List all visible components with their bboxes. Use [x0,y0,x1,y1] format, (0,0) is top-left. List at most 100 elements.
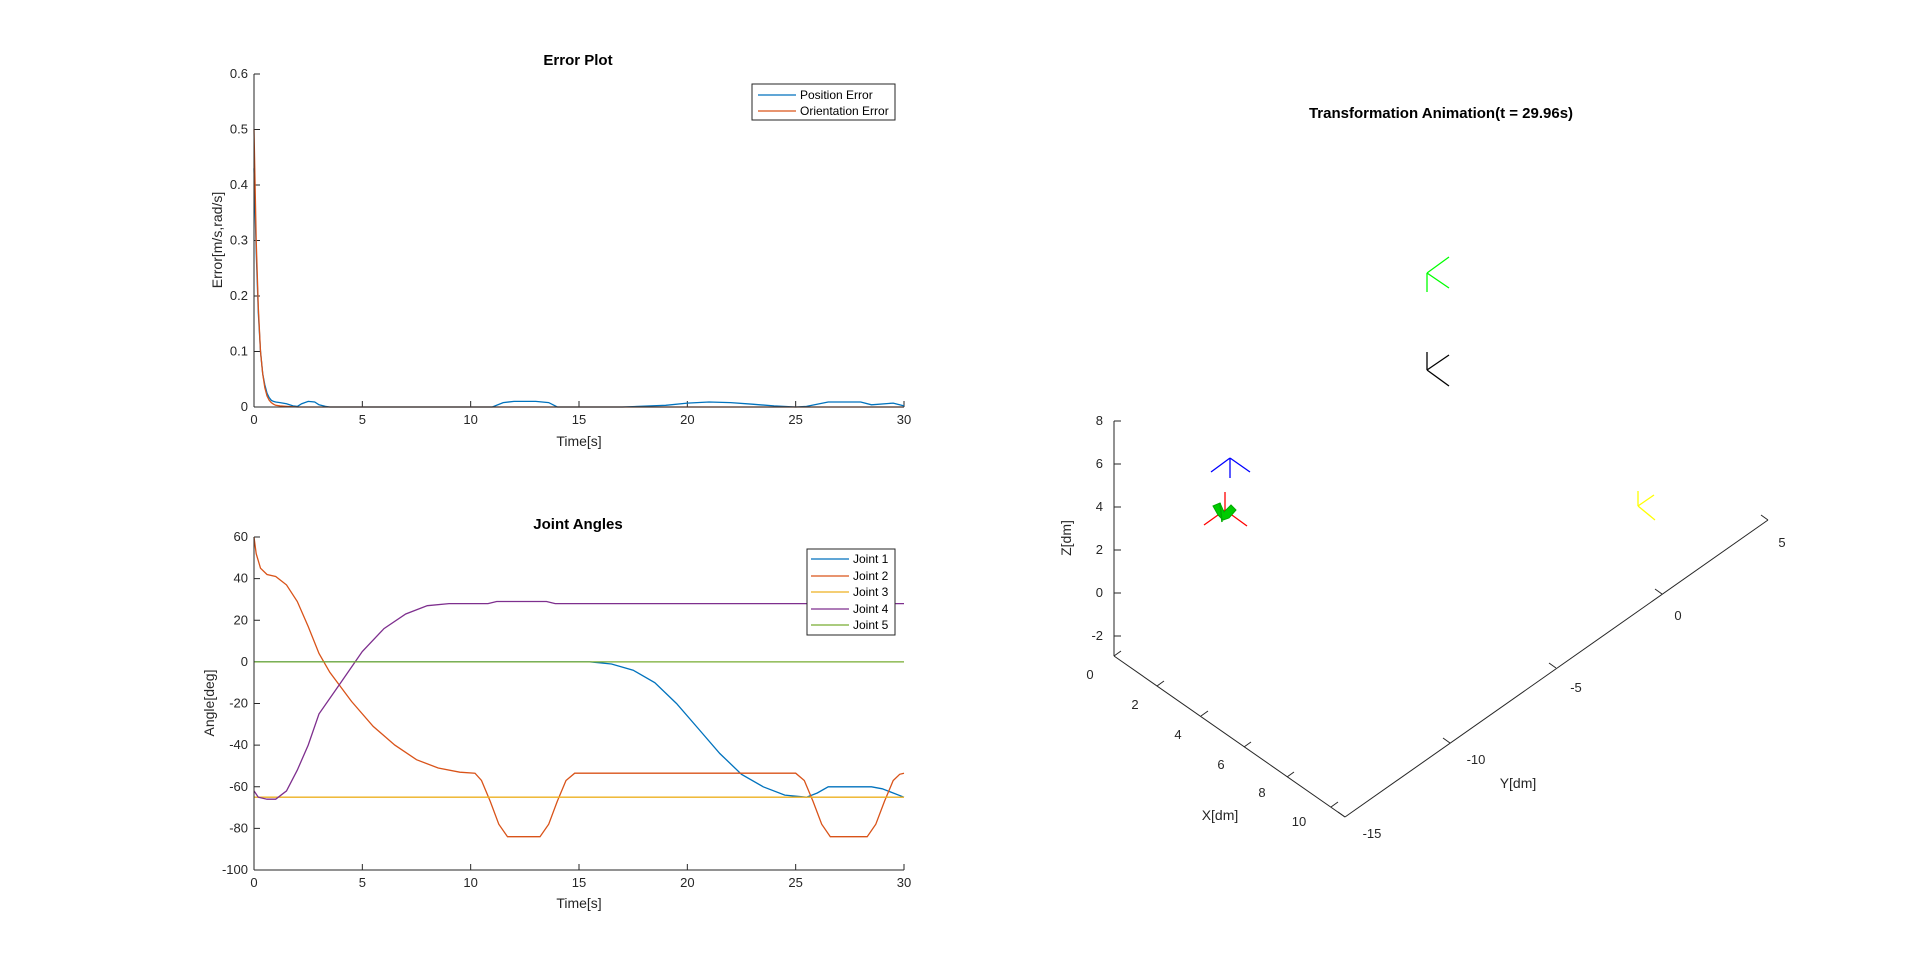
x-tick-mark [1243,741,1252,748]
series-line-joint-4 [253,600,904,800]
y-tick-label: 0.1 [230,344,248,359]
y-tick-label: 0.3 [230,233,248,248]
legend-label-joint-3: Joint 3 [853,585,889,599]
y-tick-label: 0.5 [230,122,248,137]
x-tick-mark [1286,771,1295,778]
x-tick-label: 5 [359,412,366,427]
transformation-animation-plot: Transformation Animation(t = 29.96s) 8 6… [1058,105,1786,841]
legend-label-joint-4: Joint 4 [853,602,889,616]
joint-angles-y-ticks: -100 -80 -60 -40 -20 0 20 40 60 [222,529,260,877]
y-tick-label: 0.6 [230,66,248,81]
y-tick-label: 0 [241,654,248,669]
legend-label-position-error: Position Error [800,88,873,102]
x-tick-label: 15 [572,875,586,890]
y-tick-mark [1548,662,1557,669]
error-plot-y-ticks: 0 0.1 0.2 0.3 0.4 0.5 0.6 [230,66,260,414]
frame-blue [1210,457,1251,478]
legend-label-joint-2: Joint 2 [853,569,889,583]
error-plot-axes [253,74,904,408]
x-tick-label: 30 [897,412,911,427]
y-tick-mark [1442,737,1451,744]
x-ticks: 0 2 4 6 8 10 [1086,650,1339,829]
y-tick-label: 0.4 [230,177,248,192]
y-axis-label: Y[dm] [1500,775,1537,791]
y-tick-label: 20 [234,612,248,627]
frame-black-axis [1426,354,1450,371]
z-tick-label: 2 [1096,542,1103,557]
frame-green [1426,256,1450,292]
x-tick-label: 20 [680,875,694,890]
y-tick-label: -15 [1363,826,1382,841]
y-tick-label: 0.2 [230,288,248,303]
x-tick-label: 0 [1086,667,1093,682]
legend-label-joint-1: Joint 1 [853,552,889,566]
x-tick-label: 6 [1217,757,1224,772]
y-tick-label: -60 [229,779,248,794]
x-tick-label: 25 [788,875,802,890]
joint-angles-x-ticks: 0 5 10 15 20 25 30 [250,864,911,890]
joint-angles-lines [253,536,905,838]
series-line-joint-2 [253,536,905,838]
joint-angles-legend: Joint 1 Joint 2 Joint 3 Joint 4 Joint 5 [806,548,896,636]
x-tick-label: 10 [463,875,477,890]
x-tick-label: 10 [1292,814,1306,829]
legend-label-joint-5: Joint 5 [853,618,889,632]
z-tick-label: -2 [1091,628,1103,643]
y-tick-label: -40 [229,737,248,752]
y-ticks: -15 -10 -5 0 5 [1337,514,1786,841]
series-line-orientation-error [253,129,904,408]
frame-yellow-axis [1637,505,1656,521]
x-tick-label: 20 [680,412,694,427]
joint-angles-xlabel: Time[s] [556,895,601,911]
error-plot-ylabel: Error[m/s,rad/s] [209,192,225,288]
x-tick-label: 10 [463,412,477,427]
animation-title: Transformation Animation(t = 29.96s) [1309,105,1573,122]
y-tick-label: 5 [1778,535,1785,550]
y-tick-mark [1337,811,1346,818]
x-tick-label: 0 [250,875,257,890]
frame-yellow-axis [1637,494,1655,507]
x-tick-mark [1200,710,1209,717]
series-line-position-error [253,168,905,408]
error-plot-title: Error Plot [543,52,612,69]
x-tick-label: 30 [897,875,911,890]
y-tick-mark [1760,514,1769,521]
x-tick-mark [1113,650,1122,657]
y-tick-label: -5 [1570,680,1582,695]
x-tick-label: 5 [359,875,366,890]
error-plot: Error Plot 0 5 10 15 20 25 30 0 0.1 0.2 0.3 0.4 0.5… [209,52,911,449]
x-tick-label: 15 [572,412,586,427]
frame-base-axis [1219,502,1223,523]
error-plot-xlabel: Time[s] [556,433,601,449]
y-tick-label: 40 [234,571,248,586]
x-tick-label: 8 [1258,785,1265,800]
frame-green-axis [1426,256,1450,274]
x-axis-line [1113,655,1346,818]
series-line-joint-1 [254,661,905,798]
error-plot-legend: Position Error Orientation Error [751,83,896,121]
y-tick-label: 0 [1674,608,1681,623]
frame-black-axis [1426,369,1450,387]
y-tick-label: 0 [241,399,248,414]
error-plot-x-ticks: 0 5 10 15 20 25 30 [250,401,911,427]
y-tick-label: -100 [222,862,248,877]
frame-green-axis [1426,272,1450,289]
legend-box [751,83,896,121]
frame-blue-axis [1229,457,1251,473]
x-axis-label: X[dm] [1202,807,1239,823]
joint-angles-axes [253,537,904,871]
y-tick-mark [1654,588,1663,595]
frame-black [1426,352,1450,387]
frame-base-marker [1212,502,1237,521]
x-tick-mark [1330,801,1339,808]
z-tick-label: 4 [1096,499,1103,514]
x-tick-label: 2 [1131,697,1138,712]
z-tick-label: 6 [1096,456,1103,471]
y-tick-label: -10 [1467,752,1486,767]
error-plot-lines [253,129,905,408]
x-tick-mark [1156,680,1165,687]
frame-blue-axis [1210,457,1231,473]
joint-angles-plot: Joint Angles 0 5 10 15 20 25 30 -100-80-60-40-… [201,516,911,911]
y-tick-label: -20 [229,696,248,711]
z-axis-label: Z[dm] [1058,520,1074,556]
